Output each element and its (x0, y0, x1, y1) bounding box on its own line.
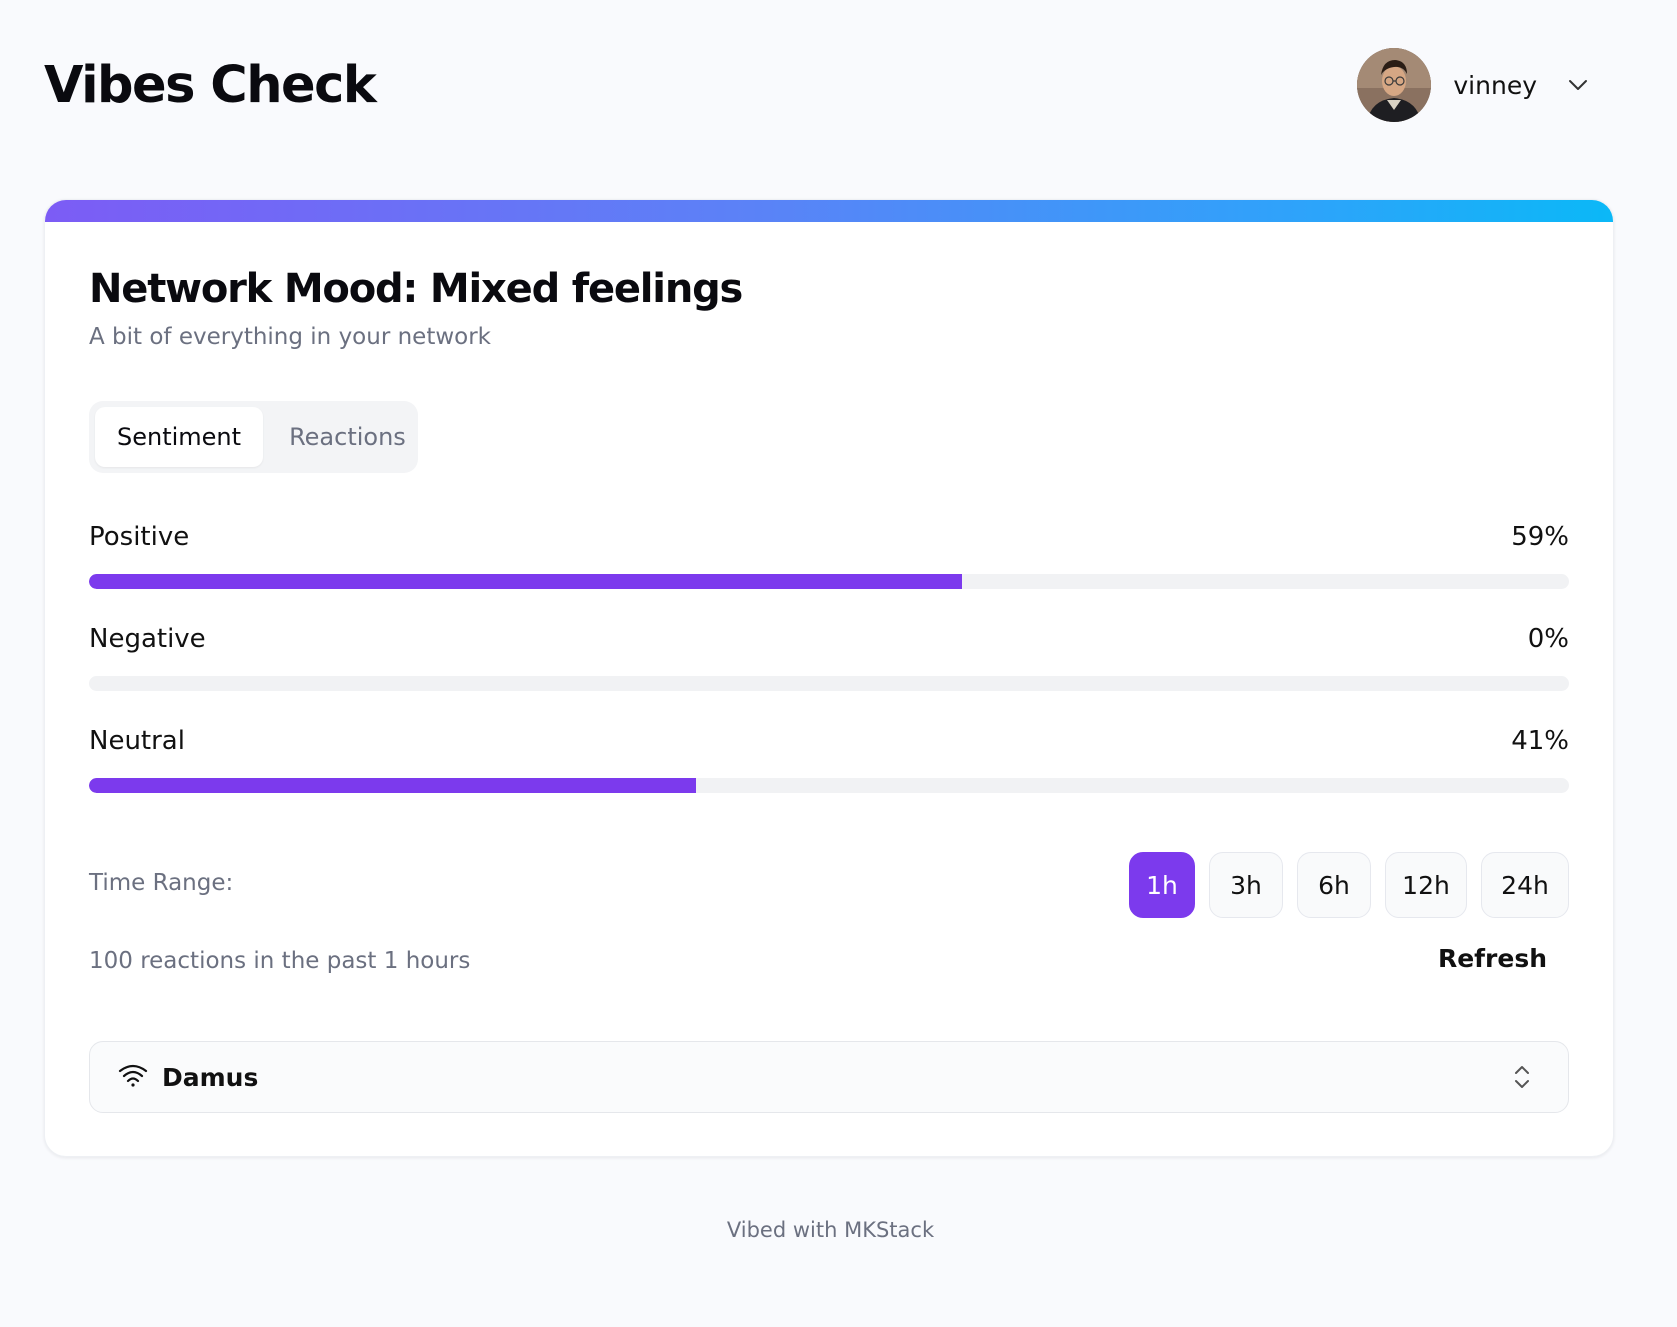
time-range-row: Time Range: 1h 3h 6h 12h 24h (89, 852, 1569, 918)
relay-select[interactable]: Damus (89, 1041, 1569, 1113)
metric-value: 41% (1511, 726, 1569, 756)
time-range-3h-button[interactable]: 3h (1209, 852, 1283, 918)
progress-track (89, 778, 1569, 793)
mood-subtitle: A bit of everything in your network (89, 324, 492, 350)
time-range-6h-button[interactable]: 6h (1297, 852, 1371, 918)
reactions-summary: 100 reactions in the past 1 hours (89, 948, 471, 974)
relay-selected-value: Damus (162, 1062, 259, 1092)
footer-text: Vibed with MKStack (726, 1218, 935, 1242)
card-accent-bar (45, 200, 1613, 222)
progress-fill (89, 574, 963, 589)
wifi-icon (118, 1063, 148, 1091)
progress-fill (89, 778, 696, 793)
time-range-buttons: 1h 3h 6h 12h 24h (1129, 852, 1569, 918)
mood-title: Network Mood: Mixed feelings (89, 266, 743, 312)
metric-label: Positive (89, 522, 190, 552)
user-menu[interactable]: vinney (1357, 48, 1589, 122)
chevron-up-down-icon (1514, 1064, 1530, 1094)
metric-negative: Negative 0% (89, 624, 1569, 704)
metric-neutral: Neutral 41% (89, 726, 1569, 806)
tab-reactions[interactable]: Reactions (289, 423, 406, 451)
time-range-1h-button[interactable]: 1h (1129, 852, 1195, 918)
metric-label: Neutral (89, 726, 185, 756)
avatar (1357, 48, 1432, 122)
time-range-label: Time Range: (89, 870, 234, 896)
metric-value: 0% (1527, 624, 1569, 654)
username: vinney (1453, 70, 1537, 100)
view-tabs: Sentiment Reactions (89, 401, 418, 473)
time-range-12h-button[interactable]: 12h (1385, 852, 1467, 918)
tab-sentiment[interactable]: Sentiment (95, 407, 264, 467)
progress-track (89, 574, 1569, 589)
metric-value: 59% (1511, 522, 1569, 552)
header: Vibes Check vinney (44, 40, 1589, 130)
app-title: Vibes Check (44, 55, 377, 115)
metric-label: Negative (89, 624, 206, 654)
time-range-24h-button[interactable]: 24h (1481, 852, 1569, 918)
reactions-row: 100 reactions in the past 1 hours Refres… (89, 942, 1569, 982)
footer: Vibed with MKStack (0, 1218, 1677, 1242)
progress-track (89, 676, 1569, 691)
metric-positive: Positive 59% (89, 522, 1569, 602)
avatar-photo (1357, 48, 1432, 122)
mood-card: Network Mood: Mixed feelings A bit of ev… (44, 199, 1614, 1157)
card-body: Network Mood: Mixed feelings A bit of ev… (89, 222, 1569, 1156)
chevron-down-icon (1567, 74, 1589, 96)
refresh-button[interactable]: Refresh (1437, 944, 1547, 973)
